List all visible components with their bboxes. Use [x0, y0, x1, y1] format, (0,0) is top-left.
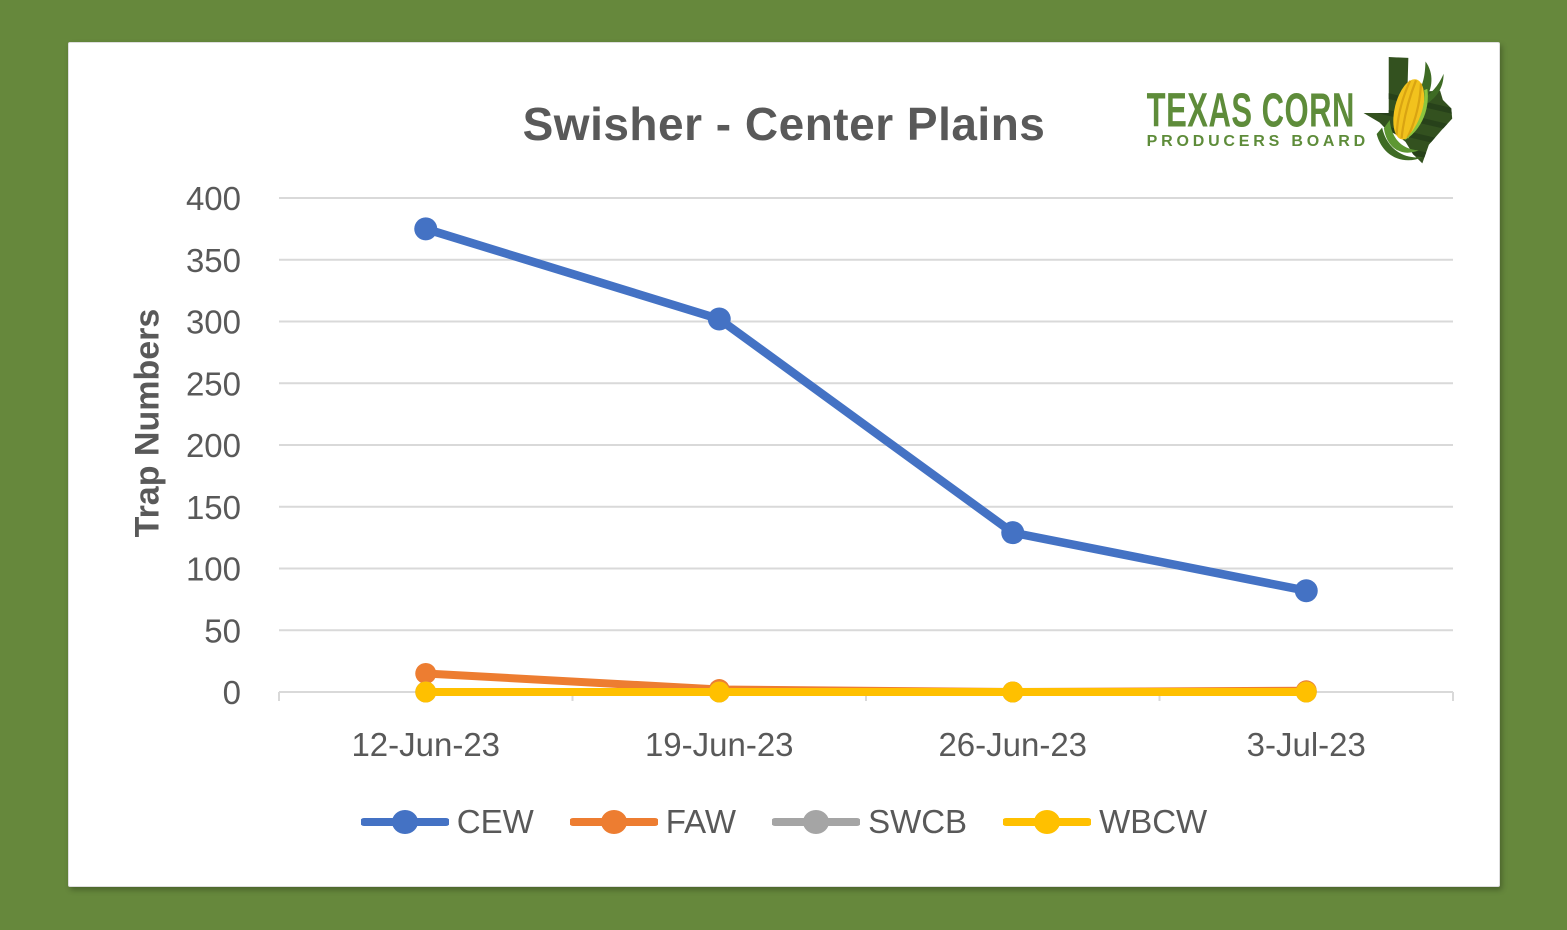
- point-FAW-12-Jun-23: [415, 662, 437, 684]
- logo-title: TEXAS CORN: [1146, 83, 1355, 138]
- legend-item-SWCB: SWCB: [772, 803, 967, 841]
- series-line-CEW: [421, 224, 1311, 595]
- y-tick-label-100: 100: [186, 551, 241, 588]
- logo-subtitle: PRODUCERS BOARD: [1146, 133, 1369, 150]
- point-CEW-19-Jun-23: [707, 307, 731, 331]
- y-tick-label-400: 400: [186, 180, 241, 217]
- y-tick-label-0: 0: [223, 674, 241, 711]
- y-tick-label-350: 350: [186, 242, 241, 279]
- point-CEW-12-Jun-23: [414, 217, 438, 241]
- legend-label-WBCW: WBCW: [1099, 803, 1208, 840]
- legend-item-CEW: CEW: [360, 803, 534, 841]
- point-CEW-3-Jul-23: [1294, 579, 1318, 603]
- y-tick-label-150: 150: [186, 489, 241, 526]
- chart-card: Swisher - Center Plains TEXAS CORN PRODU…: [68, 42, 1500, 887]
- legend-item-FAW: FAW: [569, 803, 737, 841]
- point-CEW-26-Jun-23: [1001, 521, 1025, 545]
- x-tick-label-3-Jul-23: 3-Jul-23: [1247, 726, 1366, 763]
- point-WBCW-12-Jun-23: [415, 681, 437, 703]
- chart-title: Swisher - Center Plains: [522, 98, 1046, 150]
- legend-marker-FAW: [569, 810, 658, 834]
- logo-text: TEXAS CORN PRODUCERS BOARD: [1147, 83, 1369, 151]
- legend-label-FAW: FAW: [665, 803, 737, 840]
- legend-label-CEW: CEW: [456, 803, 534, 840]
- point-WBCW-3-Jul-23: [1295, 681, 1317, 703]
- point-WBCW-19-Jun-23: [708, 681, 730, 703]
- legend-marker-WBCW: [1003, 810, 1092, 834]
- y-tick-label-300: 300: [186, 304, 241, 341]
- x-tick-label-26-Jun-23: 26-Jun-23: [938, 726, 1087, 763]
- corn-cob: [1376, 61, 1444, 161]
- y-tick-label-250: 250: [186, 365, 241, 402]
- x-tick-label-19-Jun-23: 19-Jun-23: [645, 726, 794, 763]
- texas-state-corn-icon: [1363, 57, 1453, 164]
- y-tick-label-200: 200: [186, 427, 241, 464]
- texas-corn-producers-logo: TEXAS CORN PRODUCERS BOARD: [1147, 57, 1469, 173]
- chart-svg: 0 50 100 150 200 250 300 350 400 12-Jun-23 19-Jun-…: [186, 180, 1454, 763]
- legend-marker-SWCB: [772, 810, 861, 834]
- point-WBCW-26-Jun-23: [1002, 681, 1024, 703]
- legend-marker-CEW: [360, 810, 449, 834]
- chart-legend: CEW FAW SWCB WBCW: [69, 803, 1499, 841]
- legend-label-SWCB: SWCB: [868, 803, 968, 840]
- x-tick-label-12-Jun-23: 12-Jun-23: [351, 726, 500, 763]
- y-tick-label-50: 50: [204, 612, 241, 649]
- legend-item-WBCW: WBCW: [1003, 803, 1207, 841]
